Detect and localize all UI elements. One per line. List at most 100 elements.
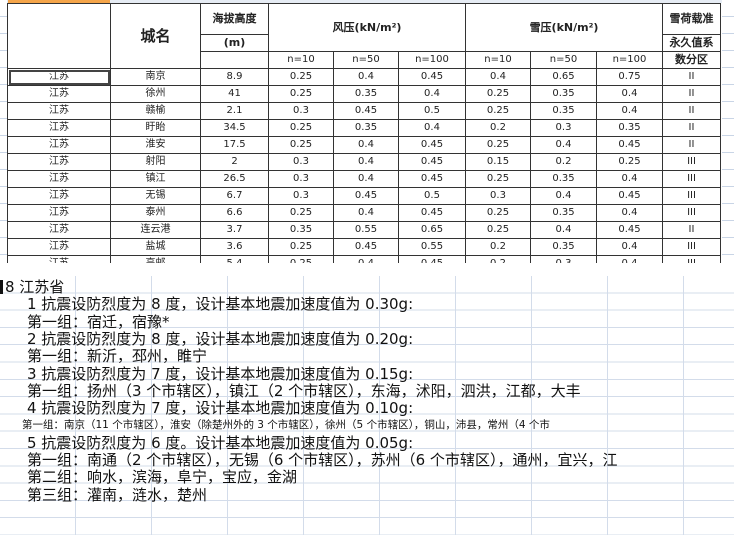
cell-province[interactable]: 江苏 [7, 119, 111, 137]
header-wind-n50[interactable]: n=50 [333, 51, 399, 69]
empty-grid-cells[interactable] [722, 0, 734, 265]
cell-wind-n100[interactable]: 0.5 [398, 102, 466, 120]
note-line[interactable]: 第三组：灌南，涟水，楚州 [27, 485, 208, 504]
cell-city[interactable]: 无锡 [110, 187, 201, 205]
header-snow-n10[interactable]: n=10 [465, 51, 531, 69]
cell-province[interactable]: 江苏 [7, 102, 111, 120]
cell-snow-n100[interactable]: 0.35 [596, 119, 663, 137]
cell-snow-n100[interactable]: 0.45 [596, 187, 663, 205]
cell-snow-zone[interactable]: II [662, 68, 721, 86]
cell-snow-n10[interactable]: 0.25 [465, 204, 531, 222]
header-altitude-unit[interactable]: (m) [200, 34, 269, 52]
note-line[interactable]: 3 抗震设防烈度为 7 度，设计基本地震加速度值为 0.15g: [27, 364, 414, 383]
note-line[interactable]: 1 抗震设防烈度为 8 度，设计基本地震加速度值为 0.30g: [27, 295, 414, 314]
cell-province[interactable]: 江苏 [7, 136, 111, 154]
cell-snow-zone[interactable]: II [662, 221, 721, 239]
cell-altitude[interactable]: 3.6 [200, 238, 269, 256]
cell-snow-zone[interactable]: III [662, 187, 721, 205]
cell-snow-n10[interactable]: 0.2 [465, 119, 531, 137]
cell-wind-n50[interactable]: 0.4 [333, 68, 399, 86]
row-header-gutter[interactable] [0, 0, 7, 265]
cell-snow-zone[interactable]: II [662, 85, 721, 103]
cell-wind-n100[interactable]: 0.65 [398, 221, 466, 239]
cell-city[interactable]: 镇江 [110, 170, 201, 188]
cell-wind-n50[interactable]: 0.45 [333, 102, 399, 120]
section-title[interactable]: 8 江苏省 [5, 278, 65, 296]
note-line[interactable]: 第一组：扬州（3 个市辖区），镇江（2 个市辖区），东海，沭阳，泗洪，江都，大丰 [27, 381, 581, 400]
cell-snow-n50[interactable]: 0.35 [530, 204, 597, 222]
cell-snow-n50[interactable]: 0.4 [530, 221, 597, 239]
cell-snow-n10[interactable]: 0.25 [465, 102, 531, 120]
cell-snow-n50[interactable]: 0.35 [530, 102, 597, 120]
cell-altitude[interactable]: 6.6 [200, 204, 269, 222]
header-snow-load-1[interactable]: 雪荷载准 [662, 3, 721, 35]
cell-wind-n50[interactable]: 0.35 [333, 119, 399, 137]
cell-wind-n100[interactable]: 0.4 [398, 85, 466, 103]
cell-wind-n10[interactable]: 0.25 [268, 85, 334, 103]
cell-wind-n50[interactable]: 0.55 [333, 221, 399, 239]
cell-city[interactable]: 南京 [110, 68, 201, 86]
cell-snow-zone[interactable]: II [662, 136, 721, 154]
note-line[interactable]: 2 抗震设防烈度为 8 度，设计基本地震加速度值为 0.20g: [27, 329, 414, 348]
cell-snow-n100[interactable]: 0.4 [596, 204, 663, 222]
cell-altitude[interactable]: 2.1 [200, 102, 269, 120]
cell-city[interactable]: 盐城 [110, 238, 201, 256]
cell-wind-n50[interactable]: 0.45 [333, 187, 399, 205]
cell-city[interactable]: 淮安 [110, 136, 201, 154]
cell-snow-n50[interactable]: 0.2 [530, 153, 597, 171]
cell-city[interactable]: 射阳 [110, 153, 201, 171]
cell-city[interactable]: 泰州 [110, 204, 201, 222]
cell-wind-n100[interactable]: 0.55 [398, 238, 466, 256]
cell-wind-n100[interactable]: 0.45 [398, 204, 466, 222]
cell-wind-n50[interactable]: 0.4 [333, 170, 399, 188]
cell-snow-zone[interactable]: III [662, 204, 721, 222]
cell-wind-n10[interactable]: 0.3 [268, 187, 334, 205]
cell-snow-n10[interactable]: 0.25 [465, 170, 531, 188]
cell-wind-n50[interactable]: 0.45 [333, 238, 399, 256]
cell-wind-n100[interactable]: 0.45 [398, 170, 466, 188]
header-snow-n100[interactable]: n=100 [596, 51, 663, 69]
cell-wind-n10[interactable]: 0.25 [268, 136, 334, 154]
cell-snow-zone[interactable]: III [662, 238, 721, 256]
cell-wind-n10[interactable]: 0.3 [268, 170, 334, 188]
cell-city[interactable]: 连云港 [110, 221, 201, 239]
cell-altitude[interactable]: 17.5 [200, 136, 269, 154]
cell-snow-n100[interactable]: 0.4 [596, 170, 663, 188]
cell-province[interactable]: 江苏 [7, 85, 111, 103]
header-snow-load-2[interactable]: 永久值系 [662, 34, 721, 52]
header-wind-pressure[interactable]: 风压(kN/m²) [268, 3, 466, 52]
cell-province[interactable]: 江苏 [7, 221, 111, 239]
cell-wind-n50[interactable]: 0.35 [333, 85, 399, 103]
cell-snow-n100[interactable]: 0.25 [596, 153, 663, 171]
cell-altitude[interactable]: 3.7 [200, 221, 269, 239]
cell-wind-n10[interactable]: 0.25 [268, 238, 334, 256]
header-altitude[interactable]: 海拔高度 [200, 3, 269, 35]
cell-altitude[interactable]: 34.5 [200, 119, 269, 137]
header-blank-cell[interactable] [7, 3, 111, 69]
cell-snow-n10[interactable]: 0.25 [465, 136, 531, 154]
cell-snow-n10[interactable]: 0.25 [465, 85, 531, 103]
cell-snow-n10[interactable]: 0.25 [465, 221, 531, 239]
note-line[interactable]: 4 抗震设防烈度为 7 度，设计基本地震加速度值为 0.10g: [27, 399, 414, 418]
cell-wind-n50[interactable]: 0.4 [333, 153, 399, 171]
cell-wind-n10[interactable]: 0.25 [268, 119, 334, 137]
cell-altitude[interactable]: 6.7 [200, 187, 269, 205]
note-line[interactable]: 第一组：南京（11 个市辖区），淮安（除楚州外的 3 个市辖区），徐州（5 个市… [22, 419, 550, 432]
cell-city[interactable]: 盱眙 [110, 119, 201, 137]
cell-altitude[interactable]: 41 [200, 85, 269, 103]
cell-snow-zone[interactable]: III [662, 170, 721, 188]
cell-snow-n100[interactable]: 0.45 [596, 136, 663, 154]
cell-snow-n50[interactable]: 0.3 [530, 119, 597, 137]
cell-snow-n100[interactable]: 0.4 [596, 85, 663, 103]
header-city[interactable]: 城名 [110, 3, 201, 69]
cell-snow-n50[interactable]: 0.65 [530, 68, 597, 86]
header-wind-n10[interactable]: n=10 [268, 51, 334, 69]
cell-altitude[interactable]: 8.9 [200, 68, 269, 86]
cell-snow-zone[interactable]: II [662, 119, 721, 137]
cell-wind-n10[interactable]: 0.25 [268, 204, 334, 222]
cell-snow-n10[interactable]: 0.3 [465, 187, 531, 205]
header-altitude-blank[interactable] [200, 51, 269, 69]
cell-snow-n10[interactable]: 0.2 [465, 238, 531, 256]
cell-snow-n50[interactable]: 0.35 [530, 85, 597, 103]
cell-snow-n10[interactable]: 0.15 [465, 153, 531, 171]
